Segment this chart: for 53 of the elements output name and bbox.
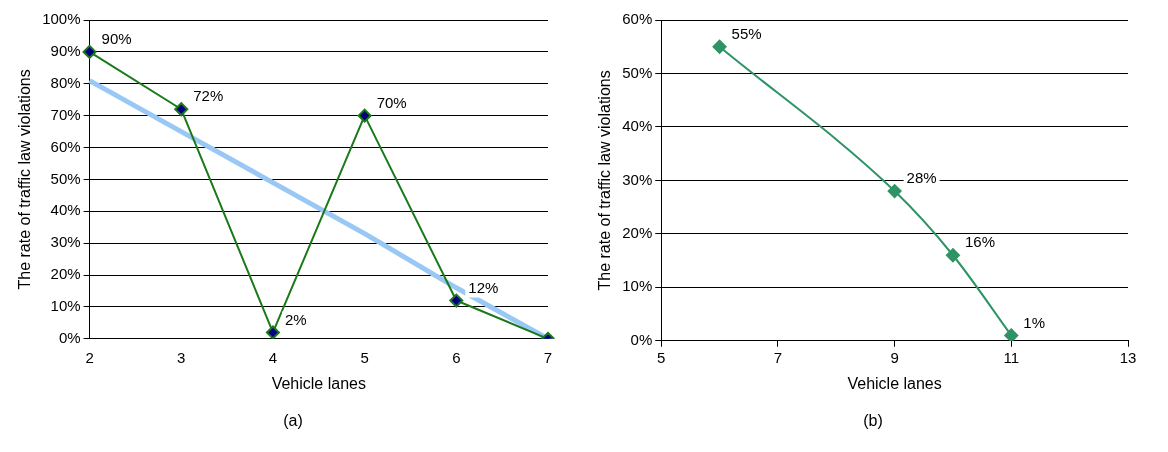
x-tick-label: 4: [268, 348, 278, 366]
y-tick-label: 0%: [630, 330, 653, 348]
point: [265, 325, 280, 339]
x-tick-label: 7: [543, 348, 553, 366]
x-tick-label: 7: [773, 348, 783, 366]
y-tick-label: 10%: [50, 297, 81, 315]
text: (a): [282, 412, 304, 430]
point: [945, 248, 960, 263]
y-tick-label: 40%: [50, 201, 81, 219]
x-tick-label: 2: [85, 348, 94, 366]
y-axis-title: The rate of traffic law violations: [596, 70, 614, 291]
point: [357, 108, 372, 123]
data-label: 72%: [193, 87, 224, 105]
point: [449, 293, 464, 308]
x-tick-label: 3: [177, 348, 186, 366]
data-label: 1%: [1023, 313, 1045, 331]
y-tick-label: 20%: [622, 224, 653, 242]
x-tick-label: 9: [890, 348, 899, 366]
y-tick-label: 50%: [622, 63, 653, 81]
y-tick-label: 30%: [622, 170, 653, 188]
point: [174, 102, 189, 117]
data-label: 12%: [468, 278, 499, 296]
point: [82, 44, 97, 59]
text: (b): [862, 412, 884, 430]
y-tick-label: 0%: [58, 328, 81, 346]
y-tick-label: 40%: [622, 117, 653, 135]
data-label: 28%: [906, 169, 937, 187]
x-tick-label: 13: [1119, 348, 1137, 366]
y-tick-label: 90%: [50, 42, 81, 60]
y-tick-label: 10%: [622, 277, 653, 295]
y-tick-label: 60%: [50, 137, 81, 155]
y-tick-label: 50%: [50, 169, 81, 187]
x-tick-label: 11: [1003, 348, 1020, 366]
x-tick-label: 6: [452, 348, 461, 366]
y-axis-title: The rate of traffic law violations: [16, 69, 34, 290]
data-label: 70%: [376, 93, 407, 111]
data-label: 2%: [284, 310, 307, 328]
y-tick-label: 100%: [42, 10, 81, 28]
data-label: 90%: [101, 30, 132, 48]
y-tick-label: 30%: [50, 233, 81, 251]
x-axis-title: Vehicle lanes: [271, 374, 366, 392]
x-axis-title: Vehicle lanes: [847, 374, 942, 392]
y-tick-label: 20%: [50, 265, 81, 283]
x-tick-label: 5: [360, 348, 369, 366]
y-tick-label: 70%: [50, 105, 81, 123]
y-tick-label: 60%: [622, 10, 653, 28]
point: [887, 184, 902, 199]
y-tick-label: 80%: [50, 73, 81, 91]
data-label: 55%: [731, 24, 762, 42]
data-label: 16%: [964, 233, 995, 251]
point: [1004, 328, 1019, 341]
x-tick-label: 5: [657, 348, 666, 366]
point: [712, 39, 727, 54]
